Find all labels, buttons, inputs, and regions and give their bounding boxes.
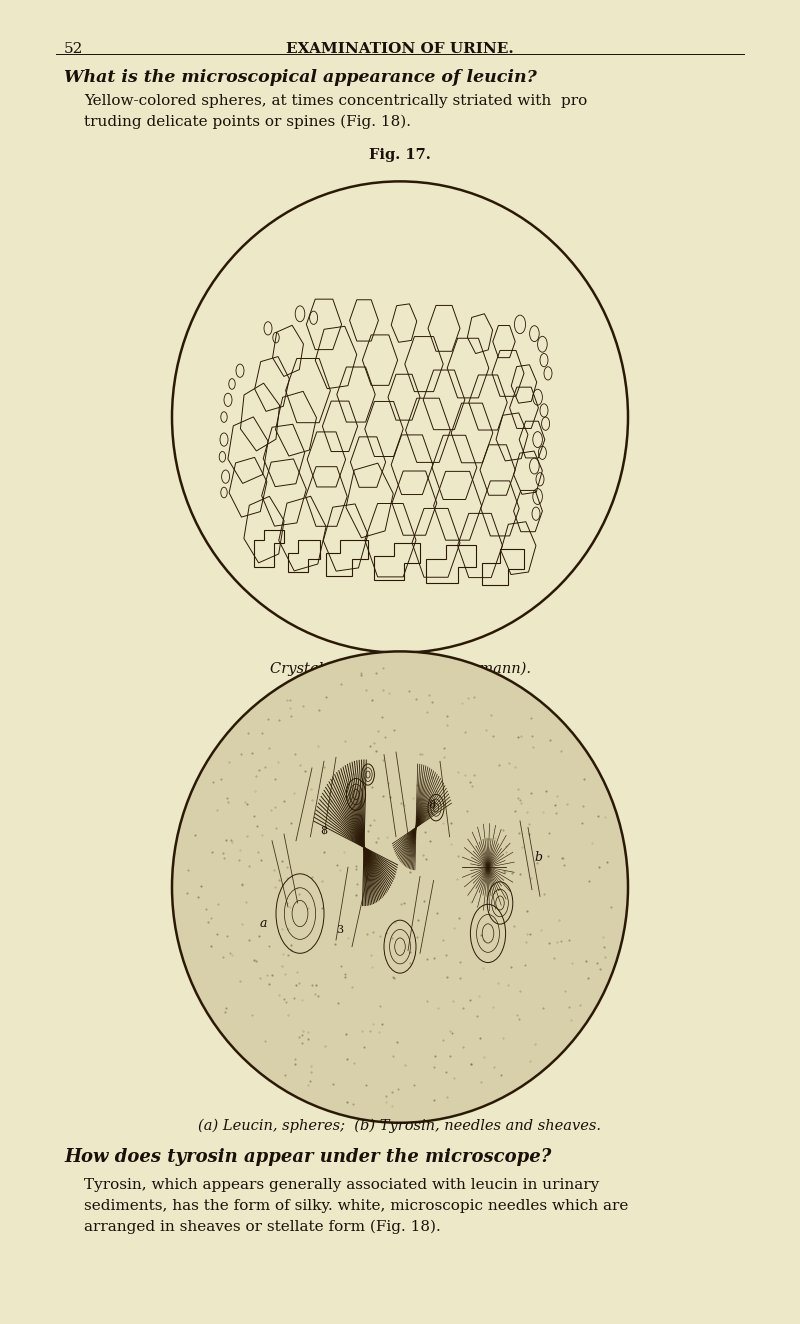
Text: Crystals of cystin (after Ultzmann).: Crystals of cystin (after Ultzmann). bbox=[270, 662, 530, 677]
Text: What is the microscopical appearance of leucin?: What is the microscopical appearance of … bbox=[64, 69, 537, 86]
Text: 8: 8 bbox=[320, 826, 327, 837]
Text: 52: 52 bbox=[64, 42, 83, 57]
Ellipse shape bbox=[172, 181, 628, 653]
Text: Fig. 18.: Fig. 18. bbox=[369, 691, 431, 706]
Text: 8: 8 bbox=[428, 800, 435, 810]
Ellipse shape bbox=[172, 651, 628, 1123]
Text: Yellow-colored spheres, at times concentrically striated with  pro
truding delic: Yellow-colored spheres, at times concent… bbox=[84, 94, 587, 130]
Text: Tyrosin, which appears generally associated with leucin in urinary
sediments, ha: Tyrosin, which appears generally associa… bbox=[84, 1178, 628, 1234]
Text: EXAMINATION OF URINE.: EXAMINATION OF URINE. bbox=[286, 42, 514, 57]
Text: (a) Leucin, spheres;  (b) Tyrosin, needles and sheaves.: (a) Leucin, spheres; (b) Tyrosin, needle… bbox=[198, 1119, 602, 1133]
Text: How does tyrosin appear under the microscope?: How does tyrosin appear under the micros… bbox=[64, 1148, 551, 1166]
Text: b: b bbox=[534, 850, 542, 863]
Text: a: a bbox=[260, 916, 267, 929]
Text: 3: 3 bbox=[336, 925, 343, 936]
Text: Fig. 17.: Fig. 17. bbox=[369, 148, 431, 163]
